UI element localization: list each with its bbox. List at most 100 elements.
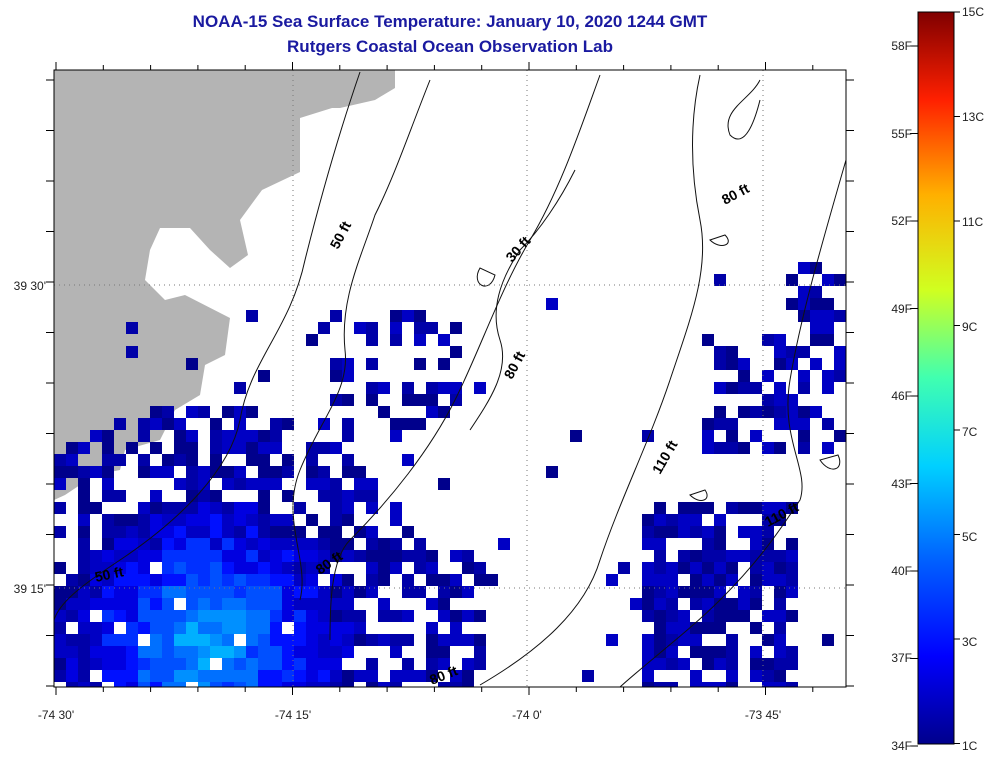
sst-cell: [78, 658, 90, 670]
sst-cell: [798, 346, 810, 358]
sst-cell: [390, 538, 402, 550]
sst-cell: [186, 358, 198, 370]
sst-cell: [102, 490, 114, 502]
sst-cell: [234, 610, 246, 622]
sst-cell: [366, 490, 378, 502]
sst-cell: [786, 586, 798, 598]
sst-cell: [726, 358, 738, 370]
sst-cell: [150, 574, 162, 586]
sst-cell: [318, 646, 330, 658]
sst-cell: [186, 550, 198, 562]
sst-cell: [654, 502, 666, 514]
sst-cell: [294, 526, 306, 538]
sst-cell: [54, 622, 66, 634]
sst-cell: [438, 682, 450, 687]
sst-cell: [450, 322, 462, 334]
sst-cell: [330, 598, 342, 610]
sst-cell: [822, 274, 834, 286]
sst-cell: [150, 586, 162, 598]
sst-cell: [330, 682, 342, 687]
sst-cell: [162, 502, 174, 514]
sst-cell: [186, 670, 198, 682]
sst-cell: [294, 670, 306, 682]
sst-cell: [426, 574, 438, 586]
sst-cell: [246, 634, 258, 646]
sst-cell: [318, 682, 330, 687]
sst-cell: [402, 658, 414, 670]
sst-cell: [270, 478, 282, 490]
sst-cell: [402, 454, 414, 466]
sst-cell: [114, 658, 126, 670]
sst-cell: [786, 682, 798, 687]
sst-cell: [54, 598, 66, 610]
sst-cell: [210, 598, 222, 610]
sst-cell: [186, 478, 198, 490]
sst-cell: [246, 586, 258, 598]
sst-cell: [258, 598, 270, 610]
sst-cell: [318, 490, 330, 502]
sst-cell: [426, 646, 438, 658]
sst-cell: [438, 382, 450, 394]
sst-cell: [750, 646, 762, 658]
sst-cell: [78, 466, 90, 478]
sst-cell: [66, 610, 78, 622]
sst-cell: [666, 610, 678, 622]
sst-cell: [186, 634, 198, 646]
sst-cell: [126, 670, 138, 682]
sst-cell: [150, 550, 162, 562]
sst-cell: [462, 562, 474, 574]
sst-cell: [366, 382, 378, 394]
y-tick-label: 39 15': [14, 582, 46, 596]
sst-cell: [162, 586, 174, 598]
sst-cell: [666, 634, 678, 646]
sst-cell: [342, 394, 354, 406]
sst-cell: [270, 574, 282, 586]
sst-cell: [114, 526, 126, 538]
sst-cell: [78, 574, 90, 586]
sst-cell: [330, 622, 342, 634]
sst-cell: [822, 322, 834, 334]
sst-cell: [282, 454, 294, 466]
sst-cell: [210, 574, 222, 586]
sst-cell: [306, 634, 318, 646]
sst-cell: [762, 370, 774, 382]
sst-cell: [702, 430, 714, 442]
sst-cell: [270, 658, 282, 670]
sst-cell: [90, 658, 102, 670]
sst-cell: [138, 430, 150, 442]
sst-cell: [270, 586, 282, 598]
sst-cell: [606, 574, 618, 586]
sst-cell: [162, 598, 174, 610]
sst-cell: [258, 682, 270, 687]
sst-cell: [714, 598, 726, 610]
sst-cell: [246, 442, 258, 454]
sst-cell: [474, 610, 486, 622]
sst-cell: [774, 562, 786, 574]
sst-cell: [678, 586, 690, 598]
sst-cell: [234, 598, 246, 610]
sst-cell: [126, 322, 138, 334]
sst-cell: [678, 550, 690, 562]
sst-cell: [90, 502, 102, 514]
sst-cell: [78, 610, 90, 622]
sst-cell: [786, 538, 798, 550]
sst-cell: [786, 406, 798, 418]
sst-cell: [690, 502, 702, 514]
sst-cell: [246, 682, 258, 687]
sst-cell: [258, 466, 270, 478]
sst-cell: [762, 562, 774, 574]
sst-cell: [342, 574, 354, 586]
sst-cell: [138, 658, 150, 670]
sst-cell: [702, 682, 714, 687]
sst-cell: [210, 454, 222, 466]
sst-cell: [450, 610, 462, 622]
sst-cell: [54, 634, 66, 646]
sst-cell: [714, 526, 726, 538]
sst-cell: [354, 586, 366, 598]
sst-cell: [66, 658, 78, 670]
sst-cell: [774, 610, 786, 622]
sst-cell: [294, 646, 306, 658]
sst-cell: [630, 598, 642, 610]
sst-cell: [234, 406, 246, 418]
sst-cell: [798, 406, 810, 418]
